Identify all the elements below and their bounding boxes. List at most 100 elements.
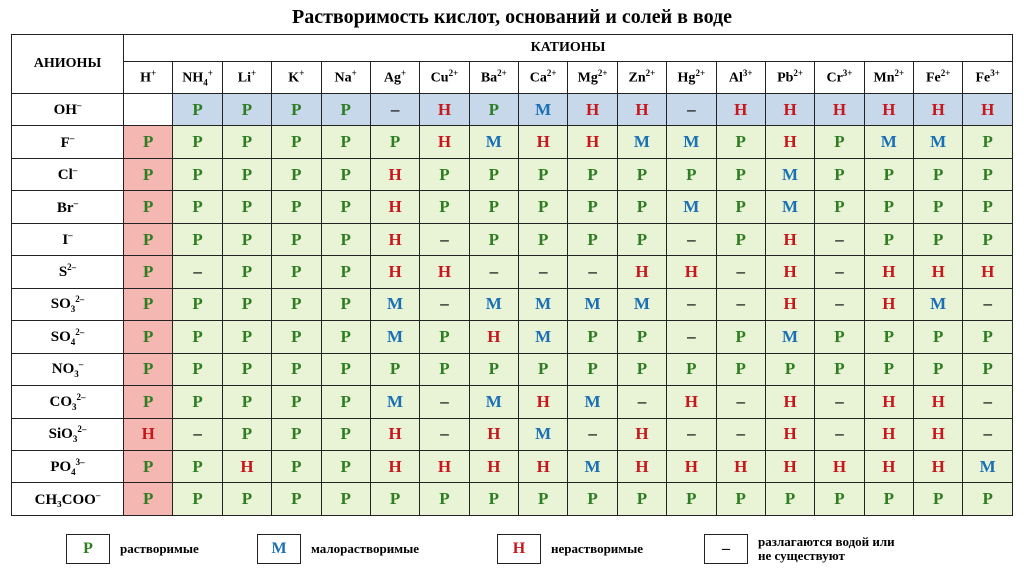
table-body: OH– Р Р Р Р – Н Р М Н Н – Н Н Н Н Н Н F– Р Р Р Р Р Р Н М Н Н М М Р Н Р М М Р… — [11, 92, 1013, 516]
solubility-cell: Н — [962, 92, 1013, 127]
solubility-cell: Р — [320, 255, 371, 289]
solubility-cell: Р — [863, 352, 915, 387]
solubility-cell: М — [616, 125, 668, 159]
solubility-cell: Р — [616, 222, 668, 257]
solubility-cell: Р — [320, 417, 371, 451]
solubility-cell: Р — [369, 352, 421, 387]
solubility-cell: Р — [962, 320, 1013, 354]
ion-symbol: CH₃COO — [34, 491, 96, 508]
solubility-cell: Н — [369, 449, 421, 484]
solubility-cell: Р — [715, 222, 766, 257]
solubility-cell: Н — [122, 417, 174, 451]
solubility-cell: Р — [468, 352, 520, 387]
solubility-cell: Н — [764, 255, 816, 289]
ion-charge: 2+ — [597, 68, 608, 79]
solubility-cell: – — [715, 287, 766, 322]
ion-symbol: Ag — [383, 70, 402, 86]
ion-symbol: SO — [50, 296, 71, 313]
solubility-cell: Н — [962, 255, 1013, 289]
ion-charge: – — [78, 359, 84, 370]
solubility-cell: – — [567, 255, 618, 289]
solubility-cell: Р — [271, 417, 322, 451]
table-row: NO3– Р Р Р Р Р Р Р Р Р Р Р Р Р Р Р Р Р Р — [11, 352, 1013, 387]
table-row: Br– Р Р Р Р Р Н Р Р Р Р Р М Р М Р Р Р Р — [11, 190, 1013, 224]
solubility-cell: Р — [221, 287, 273, 322]
solubility-cell: М — [369, 287, 421, 322]
solubility-cell: Р — [468, 222, 520, 257]
legend-label: растворимые — [120, 541, 199, 556]
anion-label: SO42– — [11, 320, 124, 354]
solubility-cell: Н — [764, 92, 816, 127]
solubility-cell: М — [369, 320, 421, 354]
solubility-cell: – — [172, 255, 223, 289]
solubility-cell: М — [962, 449, 1013, 484]
solubility-cell: М — [616, 287, 668, 322]
ion-charge: + — [351, 68, 357, 79]
ion-charge: 2+ — [546, 68, 557, 79]
solubility-cell: Р — [814, 352, 865, 387]
solubility-cell: Р — [962, 352, 1013, 387]
solubility-cell: Р — [715, 157, 766, 192]
ion-charge: + — [401, 68, 407, 79]
cation-header: Ca2+ — [517, 61, 569, 94]
cation-header: H+ — [122, 61, 174, 94]
solubility-cell: – — [172, 417, 223, 451]
anion-label: SO32– — [11, 287, 124, 322]
solubility-cell: М — [912, 125, 964, 159]
solubility-cell: Н — [912, 92, 964, 127]
solubility-cell: Н — [517, 125, 569, 159]
ion-charge: – — [68, 230, 73, 241]
ion-charge: – — [95, 489, 101, 500]
solubility-cell: – — [369, 92, 421, 127]
solubility-cell: Н — [764, 222, 816, 257]
anion-label: Br– — [11, 190, 124, 224]
solubility-cell: Р — [517, 190, 569, 224]
solubility-cell: Н — [863, 449, 915, 484]
ion-symbol: OH — [53, 102, 77, 119]
ion-charge: – — [72, 165, 78, 176]
ion-subscript: 4 — [70, 336, 76, 347]
anion-label: CO32– — [11, 385, 124, 419]
solubility-cell: – — [567, 417, 618, 451]
solubility-cell: Р — [320, 190, 371, 224]
solubility-cell: Н — [567, 92, 618, 127]
table-row: SO42– Р Р Р Р Р М Р Н М Р Р – Р М Р Р Р Р — [11, 320, 1013, 354]
solubility-cell: Р — [814, 482, 865, 516]
ion-charge: 2– — [75, 294, 85, 305]
cation-header: Mg2+ — [567, 61, 618, 94]
ion-charge: + — [207, 67, 213, 78]
solubility-cell: Р — [419, 352, 470, 387]
solubility-cell: – — [666, 417, 717, 451]
solubility-cell: Н — [616, 449, 668, 484]
ion-symbol: NH — [182, 70, 204, 86]
solubility-cell: Р — [517, 222, 569, 257]
ion-subscript: 3 — [72, 401, 77, 412]
table-row: PO43– Р Р Н Р Р Н Н Н Н М Н Н Н Н Н Н Н М — [11, 449, 1013, 484]
solubility-cell: Р — [764, 352, 816, 387]
solubility-cell: Р — [172, 482, 223, 516]
solubility-cell: Н — [369, 255, 421, 289]
ion-charge: 2– — [77, 424, 87, 435]
ion-symbol: Hg — [677, 70, 696, 86]
solubility-cell: Р — [912, 482, 964, 516]
solubility-cell: Р — [517, 157, 569, 192]
solubility-cell: Н — [468, 417, 520, 451]
solubility-cell: Р — [419, 482, 470, 516]
cation-header: Hg2+ — [666, 61, 717, 94]
ion-symbol: Mg — [577, 70, 598, 86]
solubility-cell: Н — [616, 255, 668, 289]
ion-subscript: 3 — [70, 304, 76, 315]
solubility-cell: Р — [912, 190, 964, 224]
ion-charge: 2+ — [894, 68, 905, 79]
solubility-cell: Р — [122, 190, 174, 224]
solubility-cell: Р — [271, 385, 322, 419]
ion-symbol: SO — [50, 328, 71, 345]
solubility-cell: Р — [863, 157, 915, 192]
table-row: Cl– Р Р Р Р Р Н Р Р Р Р Р Р Р М Р Р Р Р — [11, 157, 1013, 192]
solubility-cell: Р — [122, 449, 174, 484]
ion-charge: – — [69, 132, 75, 143]
solubility-cell: Р — [666, 482, 717, 516]
solubility-cell: Н — [369, 222, 421, 257]
solubility-cell: – — [666, 92, 717, 127]
